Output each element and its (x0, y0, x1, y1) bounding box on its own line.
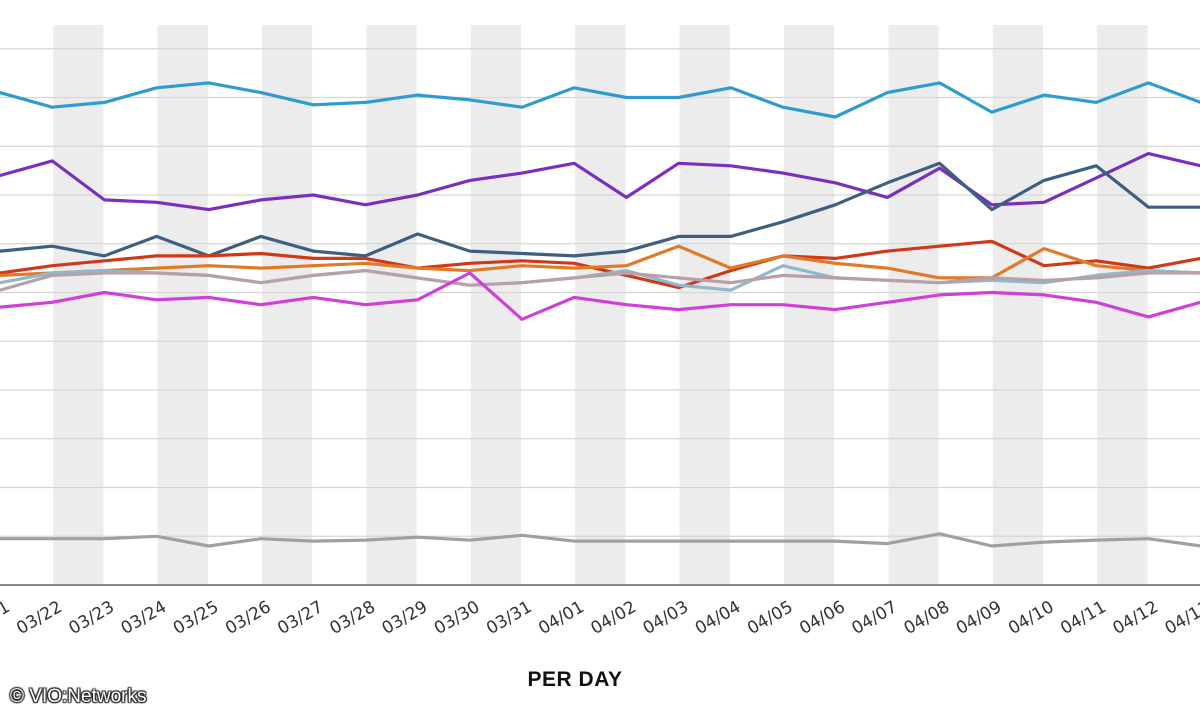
series-line-8 (0, 271, 1200, 321)
x-tick-label: 04/10 (1005, 597, 1057, 639)
watermark: © VIO:Networks (10, 686, 147, 707)
x-tick-label: 04/09 (953, 597, 1005, 639)
x-tick-label: 03/21 (0, 597, 14, 639)
column-band (157, 25, 208, 585)
series-line-7 (0, 269, 1200, 292)
x-tick-label: 04/03 (640, 597, 692, 639)
series-line-4 (0, 239, 1200, 290)
series-lines (0, 81, 1200, 548)
x-tick-label: 04/08 (901, 597, 953, 639)
x-tick-label: 03/31 (483, 597, 535, 639)
column-band (888, 25, 939, 585)
x-tick-label: 04/02 (587, 597, 639, 639)
x-tick-label: 04/13 (1162, 597, 1200, 639)
series-line-3 (0, 161, 1200, 258)
series-line-1 (0, 81, 1200, 119)
x-tick-label: 04/12 (1109, 597, 1161, 639)
series-line-5 (0, 244, 1200, 280)
x-tick-label: 04/04 (692, 597, 744, 639)
x-tick-label: 03/28 (326, 597, 378, 639)
column-band (53, 25, 104, 585)
x-tick-label: 03/26 (222, 597, 274, 639)
x-tick-label: 04/05 (744, 597, 796, 639)
x-tick-label: 03/24 (118, 597, 170, 639)
x-axis-label: PER DAY (527, 668, 623, 691)
series-line-9 (0, 532, 1200, 548)
column-band (992, 25, 1043, 585)
x-tick-label: 03/23 (65, 597, 117, 639)
x-tick-label: 03/27 (274, 597, 326, 639)
x-tick-label: 04/11 (1057, 597, 1109, 639)
x-tick-label: 03/25 (170, 597, 222, 639)
x-tick-labels: 03/21 03/22 03/23 03/24 03/25 03/26 03/27 03/28… (0, 597, 1200, 639)
x-tick-label: 03/30 (431, 597, 483, 639)
x-tick-label: 03/29 (379, 597, 431, 639)
x-tick-label: 04/06 (796, 597, 848, 639)
x-tick-label: 03/22 (13, 597, 65, 639)
x-tick-label: 04/07 (848, 597, 900, 639)
x-tick-label: 04/01 (535, 597, 587, 639)
column-band (470, 25, 521, 585)
